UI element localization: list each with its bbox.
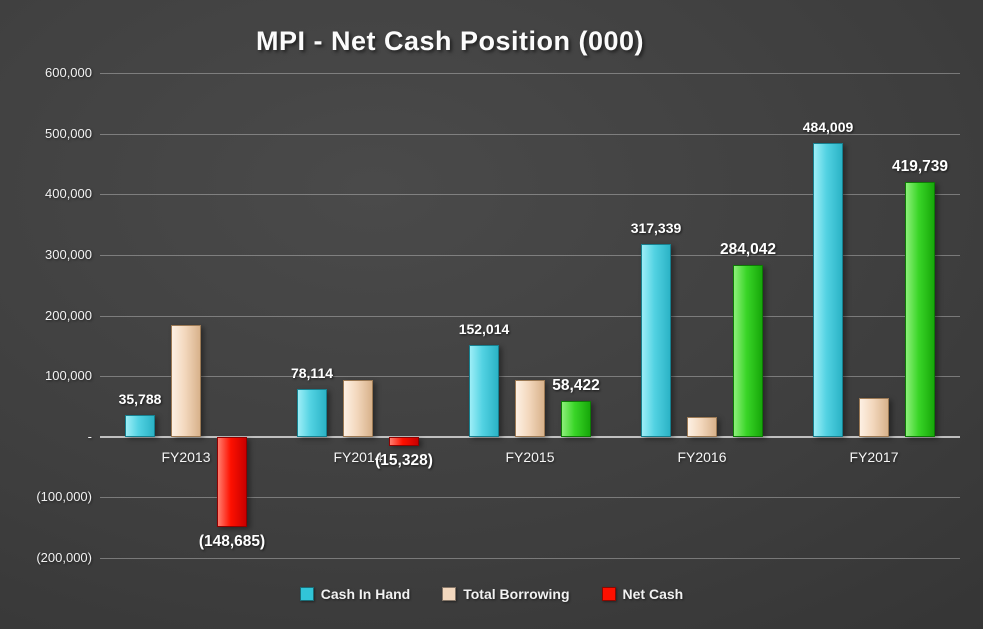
bar-value-label: (148,685) [198, 532, 266, 550]
y-tick-label: 600,000 [45, 65, 92, 80]
bar-cash-in-hand [641, 244, 671, 437]
bar-value-label: 152,014 [458, 320, 510, 337]
bar-cash-in-hand [469, 344, 499, 437]
bar-value-label: 317,339 [630, 220, 682, 237]
bar-value-label: (15,328) [375, 452, 433, 470]
bar-net-cash [733, 264, 763, 437]
bar-cash-in-hand [813, 143, 843, 437]
bar-total-borrowing [859, 397, 889, 437]
x-axis-label: FY2013 [161, 448, 211, 465]
bar-total-borrowing [343, 380, 373, 437]
gridline [100, 73, 960, 74]
legend-label: Net Cash [622, 586, 684, 602]
y-tick-label: 100,000 [45, 368, 92, 384]
x-axis-label: FY2016 [677, 448, 727, 465]
gridline [100, 254, 960, 256]
y-tick-label: - [87, 428, 92, 444]
legend-item-net-cash: Net Cash [601, 586, 684, 602]
bar-value-label: 484,009 [802, 119, 854, 136]
legend: Cash In Hand Total Borrowing Net Cash [0, 586, 983, 602]
chart-title: MPI - Net Cash Position (000) [255, 26, 645, 56]
bar-total-borrowing [515, 380, 545, 437]
bar-total-borrowing [171, 324, 201, 437]
x-axis-label: FY2015 [505, 448, 555, 465]
bar-net-cash [217, 436, 247, 527]
legend-swatch [601, 587, 616, 601]
legend-label: Cash In Hand [320, 586, 411, 602]
bar-net-cash [905, 182, 935, 437]
x-axis-line [100, 435, 960, 438]
y-tick-label: 200,000 [45, 307, 92, 323]
bar-value-label: 58,422 [552, 377, 600, 395]
legend-item-total-borrowing: Total Borrowing [442, 586, 570, 602]
gridline [100, 315, 960, 317]
gridline [100, 133, 960, 135]
bar-value-label: 419,739 [891, 158, 949, 176]
y-tick-label: (100,000) [36, 489, 92, 505]
y-tick-label: (200,000) [36, 550, 92, 565]
gridline [100, 376, 960, 378]
legend-item-cash-in-hand: Cash In Hand [299, 586, 411, 602]
y-tick-label: 300,000 [45, 246, 92, 262]
y-tick-label: 400,000 [45, 186, 92, 202]
bar-value-label: 78,114 [290, 365, 334, 382]
legend-swatch [299, 587, 314, 601]
bar-total-borrowing [687, 416, 717, 437]
bar-value-label: 35,788 [118, 391, 162, 408]
gridline [100, 194, 960, 196]
bar-cash-in-hand [297, 389, 327, 437]
bar-cash-in-hand [125, 415, 155, 437]
gridline [100, 497, 960, 499]
legend-swatch [442, 587, 457, 601]
legend-label: Total Borrowing [463, 586, 570, 602]
y-tick-label: 500,000 [45, 125, 92, 141]
x-axis-label: FY2014 [333, 448, 383, 465]
bar-net-cash [389, 436, 419, 447]
gridline [100, 558, 960, 559]
bar-net-cash [561, 401, 591, 437]
x-axis-label: FY2017 [849, 448, 899, 465]
bar-value-label: 284,042 [719, 240, 777, 258]
